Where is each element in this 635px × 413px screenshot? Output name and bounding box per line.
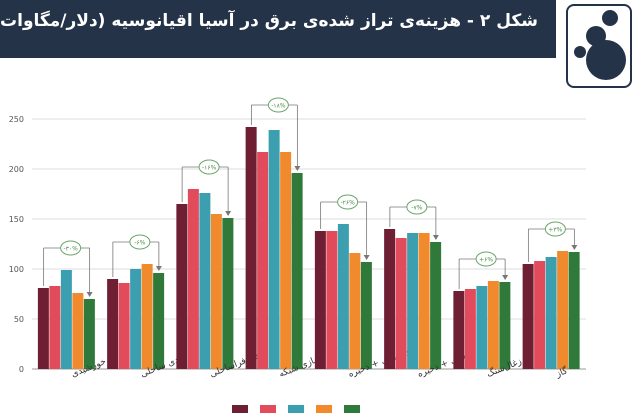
bar	[222, 218, 234, 369]
annotation-bubble	[475, 251, 497, 267]
y-tick-label: 200	[9, 165, 24, 174]
arrow-head-icon	[294, 166, 301, 171]
annotation-label: -۱۶%	[202, 165, 217, 172]
bar	[107, 279, 119, 369]
y-tick-label: 100	[9, 265, 24, 274]
page-title: شکل ۲ - هزینه‌ی تراز شده‌ی برق در آسیا ا…	[0, 11, 538, 31]
bar	[37, 288, 49, 369]
annotation-label: -۱۸%	[271, 103, 286, 110]
y-tick-label: 0	[19, 365, 24, 374]
y-tick-label: 250	[9, 115, 24, 124]
bar	[291, 173, 303, 369]
y-tick-label: 150	[9, 215, 24, 224]
legend-swatch	[260, 405, 276, 413]
arrow-head-icon	[225, 211, 232, 216]
bar	[522, 264, 534, 369]
annotation-bubble	[198, 159, 220, 175]
legend-swatch	[288, 405, 304, 413]
annotation-bubble	[60, 240, 82, 256]
bar	[257, 152, 269, 369]
annotation-bubble	[337, 194, 359, 210]
bar	[337, 224, 349, 369]
bar	[141, 264, 153, 369]
bar	[326, 231, 338, 369]
annotation-bubble	[267, 97, 289, 113]
bar	[72, 293, 84, 369]
annotation-bubble	[544, 221, 566, 237]
bar	[280, 152, 292, 369]
arrow-head-icon	[363, 255, 370, 260]
bar	[545, 257, 557, 369]
arrow-head-icon	[86, 292, 93, 297]
bar	[245, 127, 257, 369]
bar	[568, 252, 580, 369]
bar	[349, 253, 361, 369]
annotation-label: -۶%	[134, 240, 145, 247]
y-tick-label: 50	[14, 315, 24, 324]
bar	[49, 286, 61, 369]
bar	[430, 242, 442, 369]
bar	[83, 299, 95, 369]
annotation-label: +۳%	[548, 227, 562, 234]
bar	[395, 238, 407, 369]
annotation-bubble	[129, 234, 151, 250]
bar	[360, 262, 372, 369]
arrow-head-icon	[432, 235, 439, 240]
annotation-label: +۶%	[479, 257, 493, 264]
bar	[130, 269, 142, 369]
bar	[199, 193, 211, 369]
legend-swatch	[344, 405, 360, 413]
bar	[118, 283, 130, 369]
bar	[464, 289, 476, 369]
bar	[418, 233, 430, 369]
annotation-label: -۲۶%	[340, 200, 355, 207]
bar	[453, 291, 465, 369]
bar	[187, 189, 199, 369]
bar	[476, 286, 488, 369]
annotation-label: -۳۰%	[63, 246, 78, 253]
arrow-head-icon	[155, 266, 162, 271]
bar	[268, 130, 280, 369]
bar	[487, 281, 499, 369]
bar	[407, 233, 419, 369]
legend-swatch	[232, 405, 248, 413]
arrow-head-icon	[502, 275, 509, 280]
header-bar: شکل ۲ - هزینه‌ی تراز شده‌ی برق در آسیا ا…	[0, 0, 556, 58]
annotation-label: -۷%	[411, 205, 422, 212]
logo	[566, 4, 632, 88]
bar	[557, 251, 569, 369]
bar	[534, 261, 546, 369]
bar	[314, 231, 326, 369]
logo-circles-icon	[574, 10, 626, 80]
bar	[176, 204, 188, 369]
bar	[210, 214, 222, 369]
bar	[384, 229, 396, 369]
bar	[153, 273, 165, 369]
legend-swatch	[316, 405, 332, 413]
arrow-head-icon	[571, 245, 578, 250]
bar	[60, 270, 72, 369]
annotation-bubble	[406, 199, 428, 215]
bar	[499, 282, 511, 369]
